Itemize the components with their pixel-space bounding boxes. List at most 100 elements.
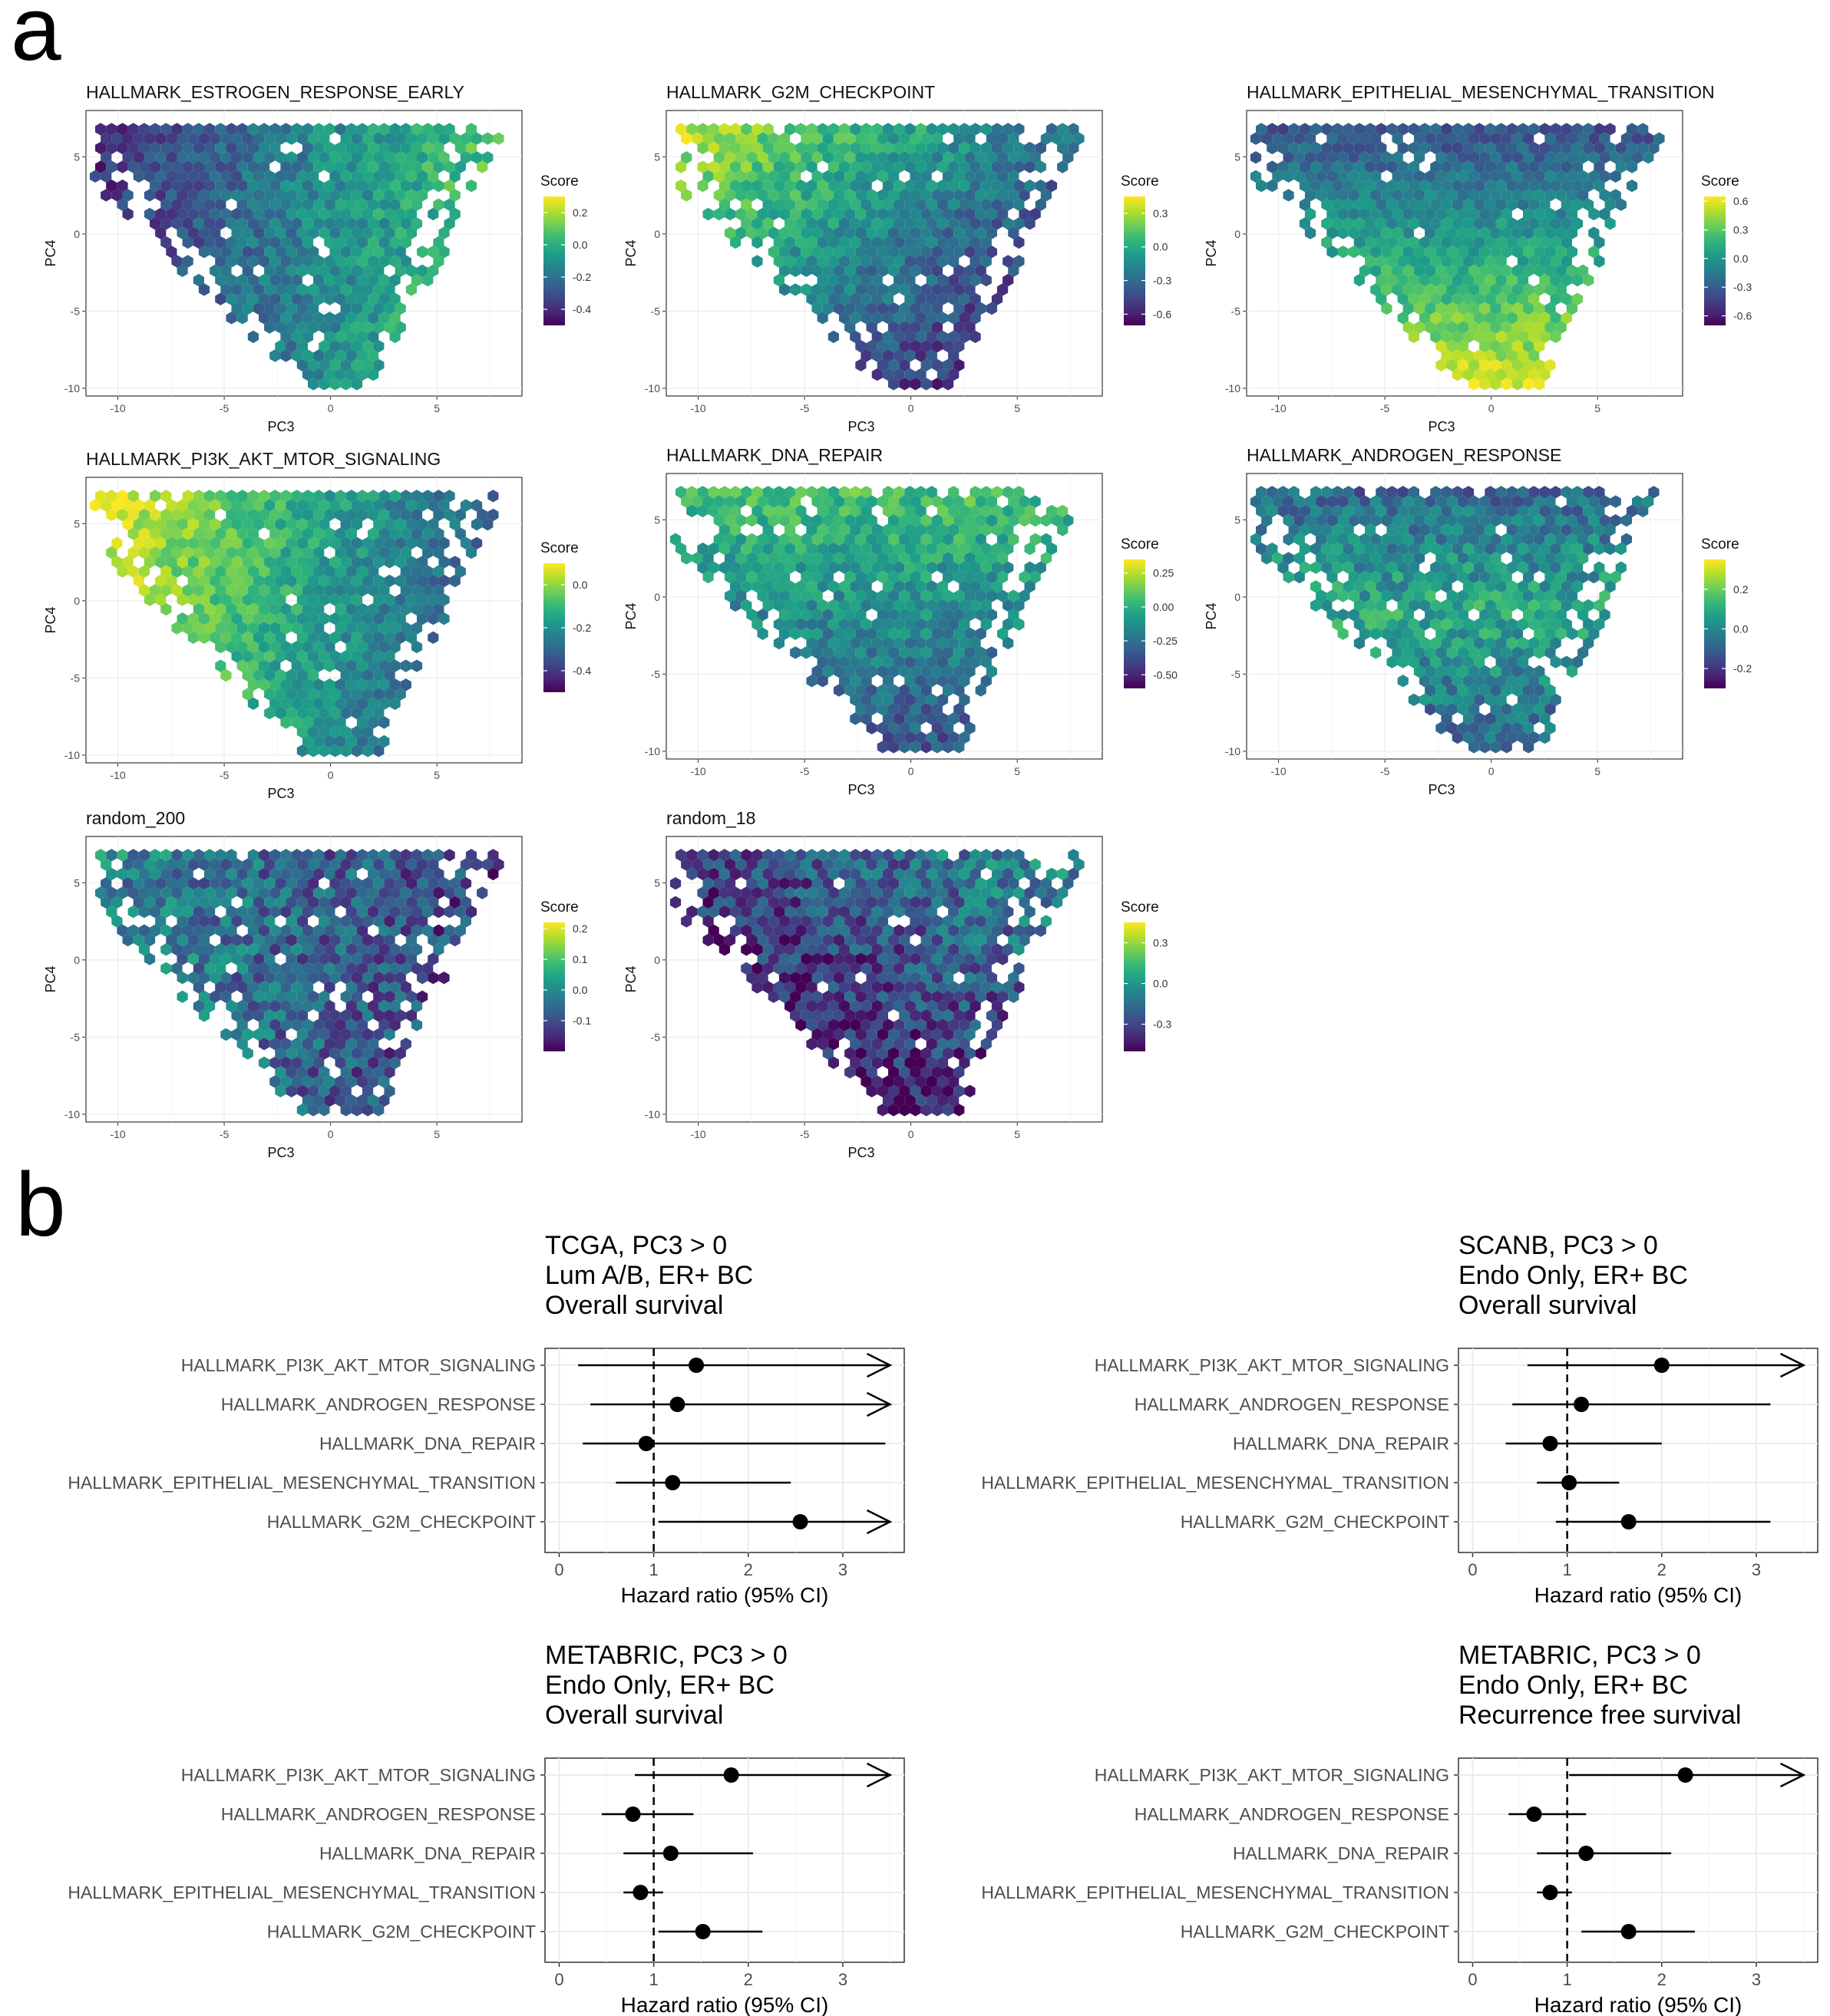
hex-bin	[356, 236, 368, 249]
hex-bin	[1402, 321, 1414, 334]
hex-bin	[275, 246, 286, 259]
hex-bin	[1490, 226, 1501, 239]
hex-bin	[839, 179, 851, 193]
hex-bin	[1561, 160, 1572, 173]
hex-bin	[1441, 198, 1452, 211]
hex-bin	[1332, 217, 1343, 230]
hex-bin	[1386, 179, 1398, 193]
hex-bin	[106, 141, 117, 155]
hex-bin	[1293, 151, 1305, 164]
x-tick-label: 5	[1594, 765, 1600, 777]
hex-bin	[1435, 283, 1447, 296]
hex-bin	[389, 255, 401, 268]
hex-bin	[155, 132, 167, 145]
hex-bin	[1506, 141, 1518, 155]
hex-bin	[1501, 151, 1512, 164]
hex-bin	[1386, 123, 1398, 136]
hex-bin	[877, 226, 888, 239]
hex-bin	[1277, 160, 1289, 173]
hex-bin	[1365, 141, 1376, 155]
hex-bin	[768, 207, 779, 221]
hex-bin	[811, 207, 823, 221]
hex-bin	[1485, 179, 1496, 193]
hex-bin	[997, 207, 1009, 221]
hex-bin	[308, 321, 319, 334]
hex-bin	[296, 226, 308, 239]
hex-bin	[1250, 170, 1262, 183]
hex-bin	[970, 292, 981, 305]
hex-bin	[269, 508, 281, 522]
hex-bin	[888, 264, 900, 277]
hex-bin	[144, 170, 156, 183]
hex-bin	[313, 490, 325, 503]
hex-bin	[768, 246, 779, 259]
hex-bin	[1523, 189, 1534, 202]
hex-bin	[806, 141, 818, 155]
hex-bin	[910, 264, 921, 277]
hex-bin	[1528, 312, 1540, 325]
hex-bin	[953, 132, 965, 145]
hex-bin	[193, 217, 204, 230]
hex-bin	[1457, 302, 1468, 315]
hex-bin	[762, 179, 774, 193]
hex-bin	[340, 302, 352, 315]
hex-bin	[160, 236, 172, 249]
hex-bin	[319, 151, 330, 164]
hex-bin	[351, 283, 362, 296]
hex-bin	[1539, 160, 1551, 173]
hex-bin	[1365, 236, 1376, 249]
hex-bin	[1544, 321, 1556, 334]
hex-bin	[264, 189, 276, 202]
hex-bin	[368, 273, 379, 287]
hex-bin	[1561, 198, 1572, 211]
hex-bin	[953, 246, 965, 259]
hex-bin	[855, 358, 867, 371]
hex-bin	[106, 123, 117, 136]
hex-bin	[1468, 246, 1480, 259]
hex-bin	[1392, 226, 1403, 239]
hex-bin	[313, 123, 325, 136]
hex-bin	[827, 141, 839, 155]
hex-bin	[166, 132, 177, 145]
hex-bin	[1495, 273, 1507, 287]
hex-bin	[215, 198, 226, 211]
hex-bin	[1337, 207, 1349, 221]
hex-bin	[1381, 264, 1392, 277]
hex-bin	[1495, 236, 1507, 249]
hex-bin	[356, 546, 368, 559]
y-tick-label: 5	[654, 513, 660, 526]
hex-bin	[210, 132, 221, 145]
hex-bin	[247, 123, 259, 136]
hex-bin	[1267, 179, 1278, 193]
hex-bin	[860, 292, 872, 305]
hex-bin	[920, 264, 932, 277]
hex-bin	[936, 141, 949, 155]
hex-bin	[1583, 141, 1594, 155]
hex-bin	[280, 236, 292, 249]
hex-bin	[411, 490, 423, 503]
hex-bin	[936, 198, 949, 211]
hex-bin	[697, 160, 709, 173]
hex-bin	[915, 349, 927, 362]
hex-bin	[433, 508, 444, 522]
hex-bin	[362, 226, 374, 239]
hex-bin	[773, 255, 785, 268]
hex-bin	[1517, 273, 1529, 287]
hex-bin	[1474, 198, 1485, 211]
hex-bin	[910, 378, 921, 391]
hex-bin	[226, 179, 237, 193]
hex-bin	[345, 255, 357, 268]
hex-bin	[920, 132, 932, 145]
hex-bin	[433, 236, 444, 249]
hex-bin	[204, 490, 216, 503]
hex-bin	[822, 226, 834, 239]
hex-bin	[150, 508, 161, 522]
hex-bin	[1632, 151, 1643, 164]
hex-bin	[1013, 141, 1025, 155]
hex-bin	[236, 490, 248, 503]
hex-bin	[122, 207, 134, 221]
hex-bin	[1523, 207, 1534, 221]
hex-bin	[319, 283, 330, 296]
hex-bin	[980, 141, 992, 155]
hex-bin	[253, 170, 265, 183]
